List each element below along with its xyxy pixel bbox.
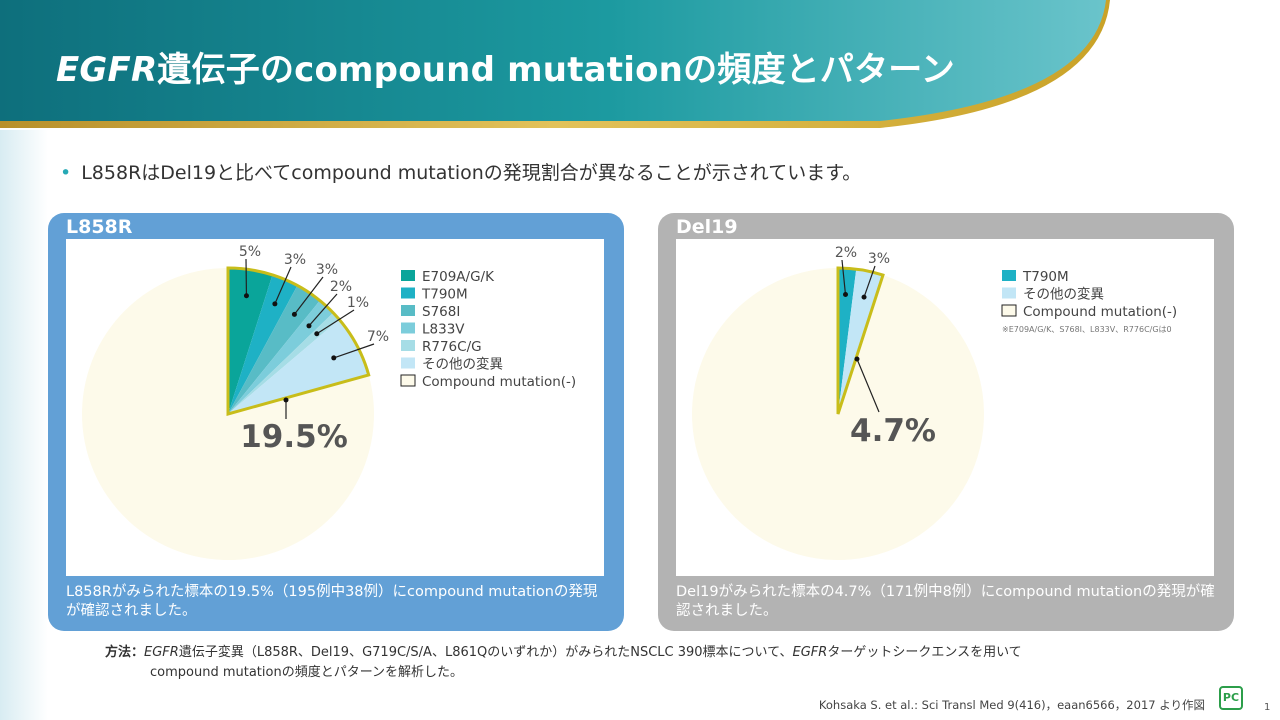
l858r-pie-chart: 5% 3%3%2%1%7%19.5%E709A/G/KT790MS768IL833… [81, 244, 576, 560]
leader-line [863, 265, 876, 298]
slice-label: 3% [284, 252, 306, 268]
compound-total-value: 19.5% [240, 419, 348, 455]
legend-label: その他の変異 [1023, 286, 1104, 303]
leader-dot [331, 355, 337, 361]
legend-swatch [401, 270, 415, 281]
legend-label: E709A/G/K [422, 269, 495, 285]
reference-citation: Kohsaka S. et al.: Sci Transl Med 9(416)… [818, 698, 1205, 712]
legend-swatch [401, 287, 415, 299]
side-gradient [0, 130, 48, 720]
legend-swatch [1002, 270, 1016, 281]
slice-label: 1% [347, 295, 369, 311]
slice-label: 7% [367, 329, 389, 345]
legend-swatch [401, 340, 415, 351]
legend-swatch [401, 305, 415, 316]
method-note: 方法：EGFR遺伝子変異（L858R、Del19、G719C/S/A、L861Q… [105, 645, 1022, 680]
legend-label: Compound mutation(-) [422, 374, 576, 390]
pie-slice-mutation-3 [228, 300, 334, 414]
l858r-panel: L858R 5% 3% 3% 2% 1% 7% 19.5% E709A/G/K T790M S76… [48, 213, 624, 631]
slice-label: 5% [239, 244, 261, 260]
slice-label: 3% [316, 262, 338, 278]
pie-slice-mutation-4 [228, 312, 340, 414]
legend-label: T790M [421, 287, 468, 303]
slice-label: 3% [868, 251, 890, 267]
legend-label: L833V [422, 322, 465, 338]
pie-slice-mutation-0 [228, 268, 273, 414]
pie-slice-mutation-0 [838, 268, 857, 414]
brand-logo: PC [1219, 686, 1243, 710]
pie-slice-mutation-1 [228, 274, 298, 414]
center-leader-dot [854, 356, 860, 362]
compound-positive-outline [836, 266, 885, 415]
legend-swatch [1002, 287, 1016, 299]
leader-dot [291, 311, 297, 317]
legend-note: ※E709A/G/K、S768I、L833V、R776C/Gは0 [1002, 325, 1172, 334]
l858r-panel-title: L858R [66, 216, 133, 238]
slice-label: 2% [330, 279, 352, 295]
legend-label: Compound mutation(-) [1023, 304, 1177, 320]
legend-label: S768I [422, 304, 460, 320]
slice-label: 2% [835, 245, 857, 261]
pie-slice-mutation-2 [228, 285, 320, 414]
del19-panel-title: Del19 [676, 216, 738, 238]
legend-label: R776C/G [422, 339, 482, 355]
leader-dot [306, 323, 312, 329]
leader-dot [243, 293, 249, 299]
leader-dot [272, 301, 278, 307]
legend-swatch [400, 374, 416, 387]
leader-line [333, 343, 375, 359]
pie-slice-mutation-5 [228, 319, 369, 414]
leader-line [308, 293, 338, 327]
legend-swatch [401, 322, 415, 334]
del19-panel: Del19 2% 3% 4.7% T790M その他の変異 Compound mutati… [658, 213, 1234, 631]
l858r-chart-area: 5% 3% 3% 2% 1% 7% 19.5% E709A/G/K T790M S768I L833… [66, 239, 604, 576]
leader-line [841, 259, 847, 295]
page-title: EGFR遺伝子のcompound mutationの頻度とパターン [56, 50, 955, 90]
leader-line [274, 266, 292, 305]
leader-dot [842, 292, 848, 298]
leader-dot [314, 331, 320, 337]
compound-total-value: 4.7% [850, 413, 936, 449]
l858r-caption: L858Rがみられた標本の19.5%（195例中38例）にcompound mu… [66, 584, 598, 619]
legend-swatch [401, 357, 415, 369]
leader-line [316, 309, 355, 335]
legend-label: T790M [1022, 269, 1069, 285]
del19-chart-area: 2% 3% 4.7% T790M その他の変異 Compound mutation(-) ※… [676, 239, 1214, 576]
center-leader-dot [283, 397, 289, 403]
legend-swatch [1001, 304, 1017, 317]
legend-label: その他の変異 [422, 356, 503, 373]
page-number: 1 [1264, 702, 1271, 713]
leader-dot [861, 294, 867, 300]
del19-caption: Del19がみられた標本の4.7%（171例中8例）にcompound muta… [676, 584, 1215, 619]
leader-line [293, 276, 324, 315]
center-leader-line [856, 358, 880, 413]
summary-bullet: • L858RはDel19と比べてcompound mutationの発現割合が異… [60, 162, 862, 184]
header-banner [0, 0, 1110, 128]
